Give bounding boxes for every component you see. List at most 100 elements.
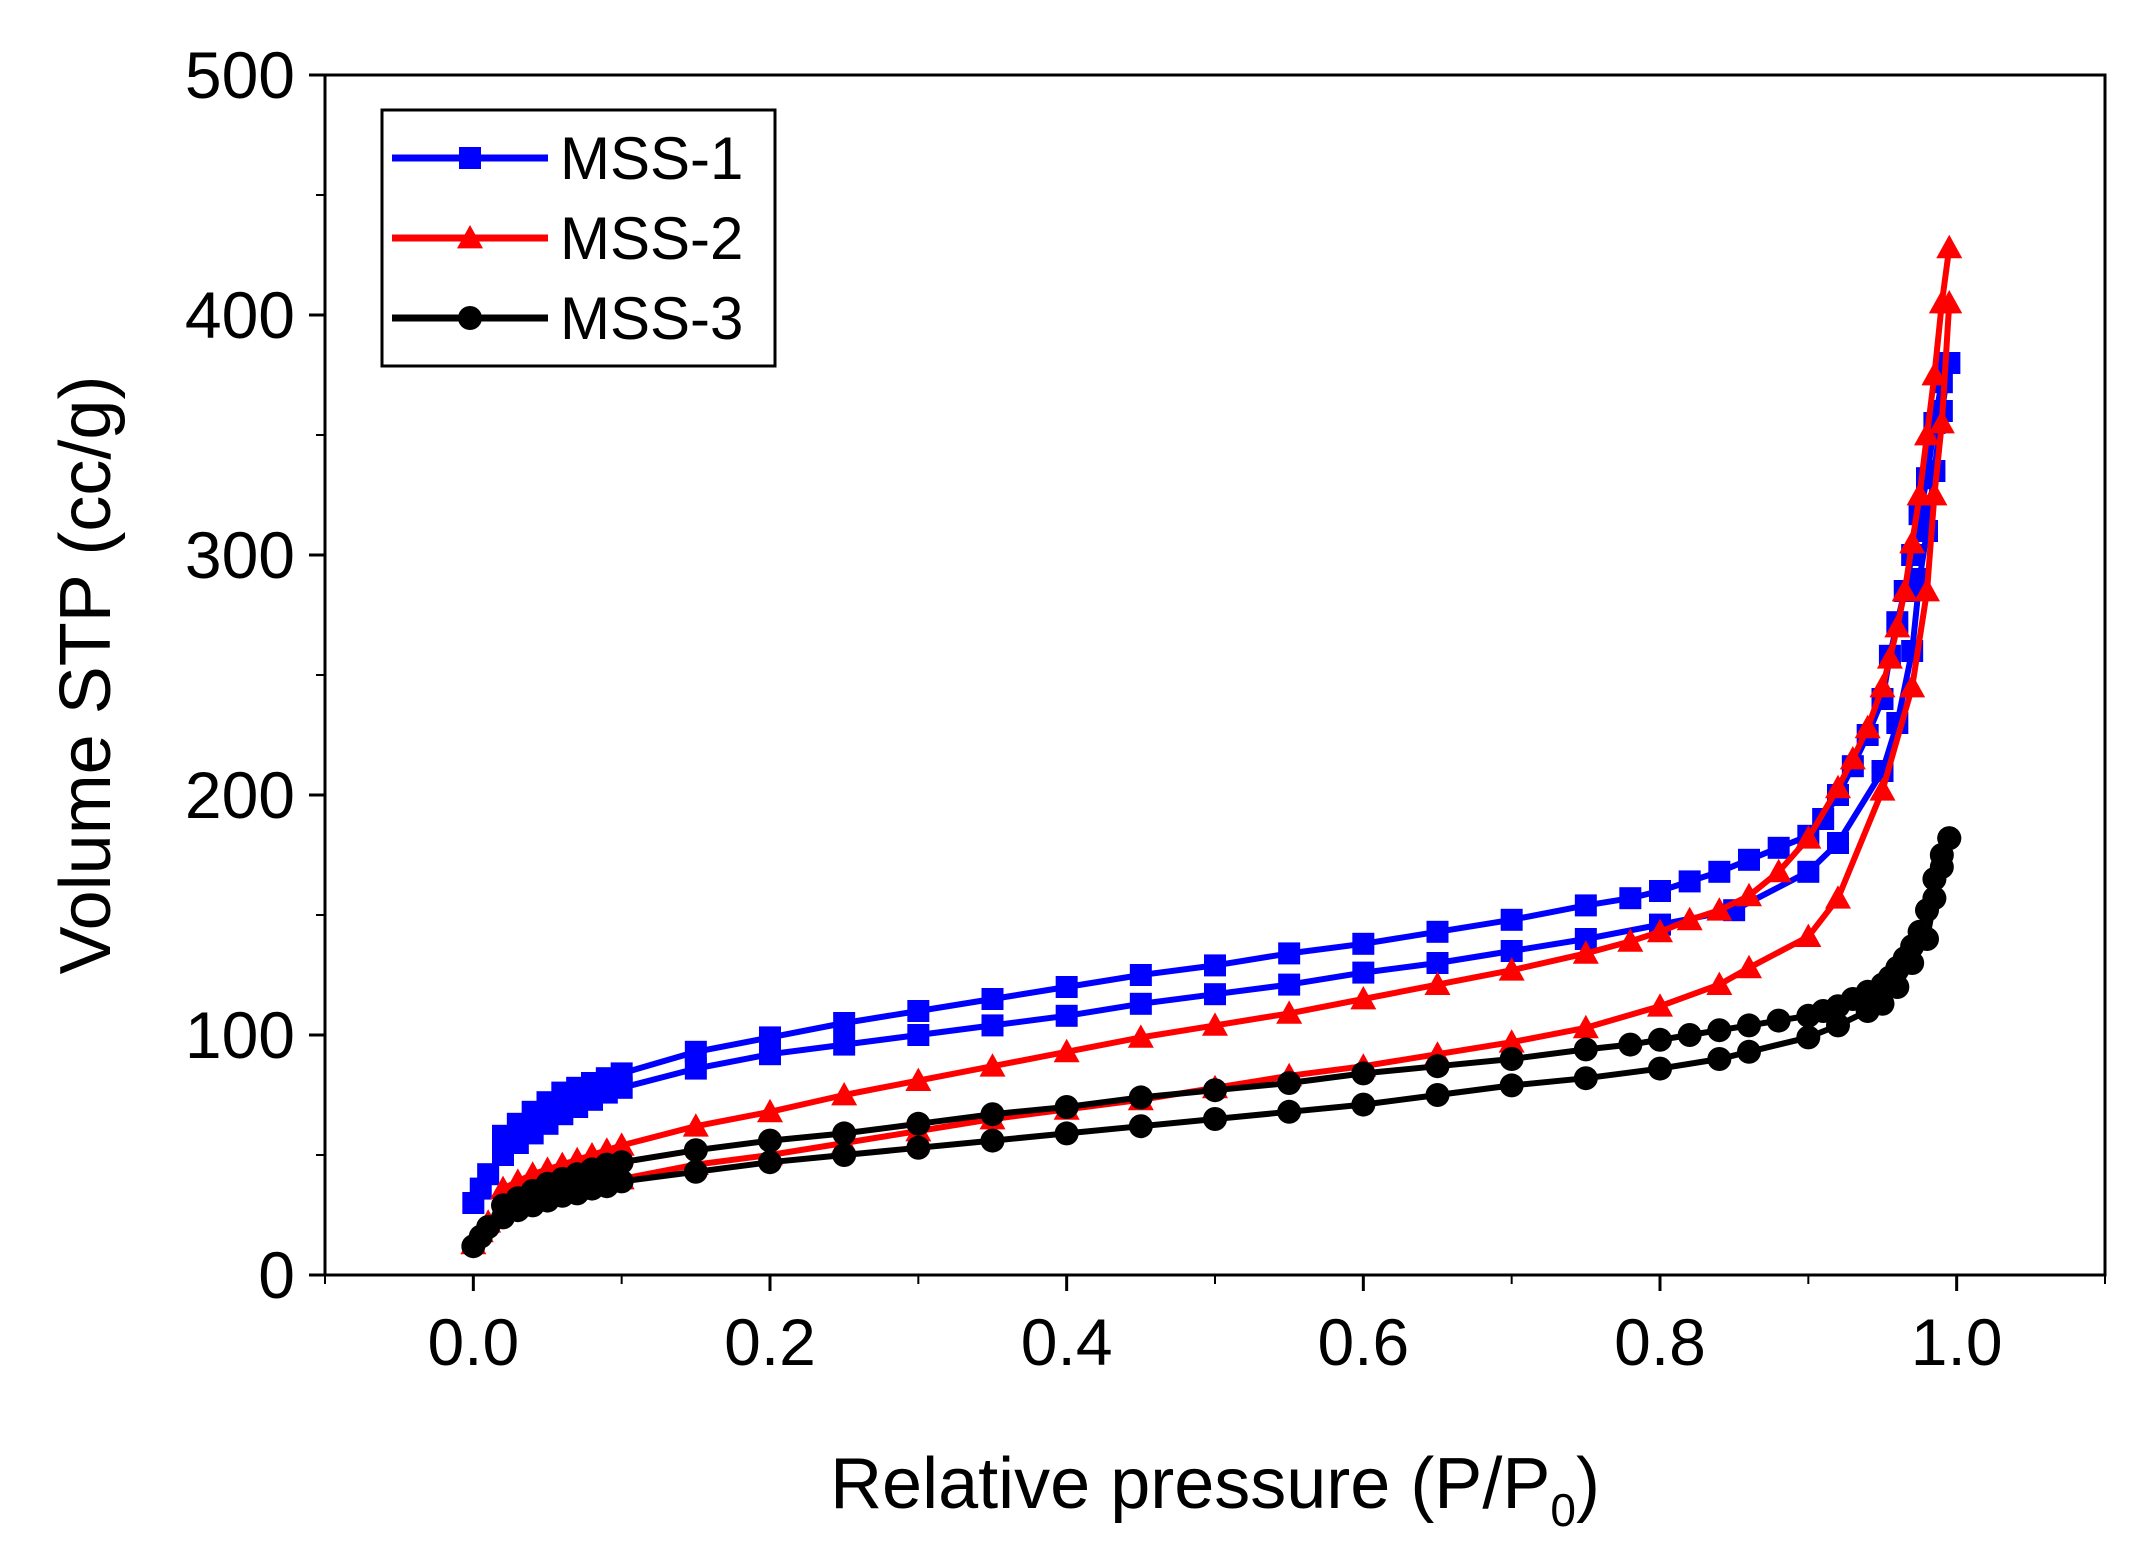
data-point (1054, 1121, 1079, 1146)
data-point (1738, 848, 1760, 871)
legend-label: MSS-2 (560, 205, 743, 272)
data-point (906, 1111, 931, 1136)
data-point (1351, 1061, 1376, 1086)
series-mss-1 (462, 352, 1961, 1214)
y-tick-label: 500 (185, 38, 295, 112)
legend: MSS-1 MSS-2 MSS-3 (380, 108, 777, 368)
data-point (1766, 1008, 1791, 1033)
data-point (1891, 578, 1918, 602)
data-point (1928, 410, 1955, 434)
data-point (1574, 894, 1597, 917)
data-point (1899, 674, 1926, 698)
data-point (1053, 1038, 1080, 1063)
data-point (1572, 1014, 1599, 1039)
data-point (1708, 860, 1731, 883)
data-point (1647, 993, 1673, 1017)
data-point (492, 1124, 514, 1147)
data-point (1825, 774, 1851, 799)
data-point (684, 1040, 707, 1063)
data-point (1796, 1025, 1821, 1050)
data-point (1906, 482, 1933, 506)
data-point (1277, 1099, 1302, 1124)
data-point (1936, 234, 1963, 259)
data-point (1498, 957, 1525, 981)
data-point (1899, 530, 1926, 554)
y-tick-label: 100 (185, 998, 295, 1072)
legend-label: MSS-3 (560, 285, 743, 352)
y-tick-label: 200 (185, 758, 295, 832)
data-point (1129, 992, 1152, 1015)
data-point (1618, 1032, 1643, 1057)
data-point (833, 1033, 856, 1056)
data-point (1055, 1004, 1078, 1027)
data-point (1876, 645, 1903, 669)
x-tick-label: 1.0 (1911, 1305, 2003, 1379)
data-point (1278, 973, 1301, 996)
data-point (1737, 1013, 1761, 1038)
data-point (907, 1000, 930, 1022)
data-point (980, 1128, 1005, 1153)
data-point (684, 1057, 707, 1080)
data-point (832, 1121, 857, 1146)
data-point (1202, 1012, 1228, 1036)
data-point (1922, 867, 1947, 891)
data-point (1128, 1085, 1153, 1110)
data-point (683, 1138, 708, 1163)
data-point (1619, 887, 1642, 910)
y-tick-label: 400 (185, 278, 295, 352)
data-point (1677, 1023, 1702, 1047)
data-point (1352, 961, 1375, 984)
data-point (1573, 1037, 1598, 1062)
ticks-layer: 0.0 0.2 0.4 0.6 0.8 1.0 0 100 200 300 400 500 (185, 38, 2106, 1379)
data-point (759, 1026, 781, 1049)
data-point (1826, 1013, 1850, 1038)
data-point (1499, 1073, 1524, 1098)
data-point (1425, 1083, 1450, 1107)
data-point (1736, 954, 1762, 979)
data-point (1869, 777, 1896, 801)
data-point (907, 1024, 930, 1046)
data-point (1204, 954, 1226, 977)
data-point (682, 1113, 709, 1137)
data-point (1572, 940, 1599, 964)
data-point (1426, 952, 1449, 974)
data-point (1706, 897, 1733, 921)
data-point (1676, 906, 1703, 931)
data-point (608, 1132, 635, 1156)
x-tick-label: 0.4 (1021, 1305, 1113, 1379)
data-point (1854, 714, 1881, 739)
data-point (1938, 352, 1961, 374)
data-point (1278, 942, 1301, 965)
data-point (1706, 971, 1733, 995)
data-point (1929, 843, 1954, 867)
data-point (1352, 932, 1375, 955)
data-point (1795, 825, 1822, 849)
data-point (1914, 578, 1940, 602)
data-point (1839, 746, 1866, 770)
x-tick-label: 0.0 (427, 1305, 519, 1379)
data-point (1617, 928, 1644, 952)
data-point (1767, 836, 1790, 859)
desorption-line (501, 361, 1953, 1139)
data-point (477, 1163, 500, 1186)
series-mss-3 (461, 826, 1962, 1259)
data-point (1203, 1078, 1227, 1103)
data-point (1129, 964, 1152, 986)
series-layer (460, 234, 1963, 1259)
y-axis-title: Volume STP (cc/g) (46, 376, 126, 975)
data-point (609, 1169, 634, 1194)
data-point (979, 1053, 1006, 1077)
data-point (1424, 971, 1451, 995)
data-point (1054, 1095, 1079, 1119)
data-point (1765, 858, 1792, 883)
data-point (1649, 880, 1671, 902)
data-point (1869, 674, 1896, 698)
data-point (1573, 1066, 1598, 1091)
x-axis-title-subscript: 0 (1550, 1484, 1576, 1536)
data-point (1678, 870, 1701, 893)
data-point (1827, 832, 1849, 854)
data-point (683, 1159, 708, 1184)
x-axis-title-main: Relative pressure (P/P (830, 1444, 1550, 1524)
legend-marker (459, 147, 481, 169)
